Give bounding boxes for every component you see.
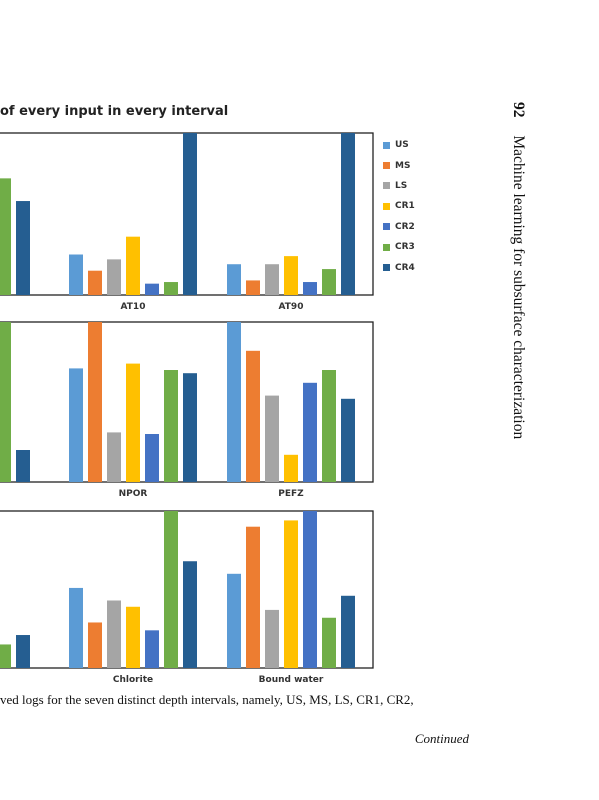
- bar-at10-ls: [107, 259, 121, 295]
- running-head: 92 Machine learning for subsurface chara…: [497, 102, 527, 482]
- bar-at10-cr3: [164, 282, 178, 295]
- bar-at90-ms: [246, 280, 260, 295]
- category-label: NPOR: [119, 489, 148, 499]
- legend-swatch: [383, 243, 390, 251]
- bar-bound-water-cr3: [322, 617, 336, 668]
- legend-item-ms: MS: [383, 155, 415, 175]
- bar-at10-cr1: [126, 236, 140, 295]
- bar-chlorite-cr4: [183, 561, 197, 668]
- bar-chlorite-cr1: [126, 606, 140, 668]
- bar-at90-ls: [265, 264, 279, 295]
- bar-chlorite-ms: [88, 622, 102, 668]
- category-label: Bound water: [259, 675, 324, 685]
- legend-item-ls: LS: [383, 176, 415, 196]
- bar-pefz-cr4: [341, 398, 355, 482]
- bar-npor-cr2: [145, 434, 159, 482]
- bar-npor-us: [69, 368, 83, 482]
- bar-group-cr4: [16, 450, 30, 482]
- bar-group-cr4: [16, 201, 30, 295]
- bar-pefz-cr1: [284, 454, 298, 482]
- book-title: Machine learning for subsurface characte…: [510, 135, 527, 440]
- bar-group-cr3: [0, 178, 11, 295]
- legend-swatch: [383, 141, 390, 149]
- bar-pefz-ls: [265, 395, 279, 482]
- bar-at90-cr3: [322, 269, 336, 295]
- legend-swatch: [383, 202, 390, 210]
- bar-npor-cr4: [183, 373, 197, 482]
- bar-bound-water-ms: [246, 526, 260, 668]
- legend-label: CR3: [395, 242, 415, 253]
- legend-item-cr4: CR4: [383, 257, 415, 277]
- legend-item-cr3: CR3: [383, 237, 415, 257]
- continued-label: Continued: [414, 731, 469, 746]
- chart-title: of every input in every interval: [0, 104, 229, 119]
- figure-caption: ved logs for the seven distinct depth in…: [0, 692, 414, 707]
- legend-item-us: US: [383, 135, 415, 155]
- bar-pefz-cr2: [303, 382, 317, 482]
- legend-label: MS: [395, 160, 411, 171]
- bar-group-cr3: [0, 322, 11, 482]
- bar-chlorite-ls: [107, 600, 121, 668]
- bar-npor-ms: [88, 322, 102, 482]
- category-label: AT90: [279, 302, 304, 312]
- legend-label: CR1: [395, 201, 415, 212]
- legend: US MS LS CR1 CR2 CR3 CR4: [383, 135, 415, 278]
- legend-item-cr1: CR1: [383, 196, 415, 216]
- bar-at10-cr4: [183, 133, 197, 295]
- bar-at90-cr4: [341, 133, 355, 295]
- legend-label: US: [395, 140, 409, 151]
- bar-bound-water-ls: [265, 609, 279, 668]
- legend-swatch: [383, 264, 390, 272]
- legend-label: CR4: [395, 262, 415, 273]
- bar-at10-cr2: [145, 283, 159, 295]
- bar-chlorite-cr2: [145, 630, 159, 668]
- bar-at10-ms: [88, 270, 102, 295]
- category-label: Chlorite: [113, 675, 153, 685]
- legend-swatch: [383, 162, 390, 170]
- bar-npor-cr1: [126, 363, 140, 482]
- category-label: PEFZ: [278, 489, 304, 499]
- bar-at90-us: [227, 264, 241, 295]
- category-label: AT10: [121, 302, 146, 312]
- page-number: 92: [510, 102, 527, 118]
- bar-bound-water-cr1: [284, 520, 298, 668]
- bar-pefz-ms: [246, 350, 260, 482]
- bar-npor-cr3: [164, 370, 178, 482]
- bar-at10-us: [69, 254, 83, 295]
- bar-chlorite-cr3: [164, 511, 178, 668]
- bar-pefz-cr3: [322, 370, 336, 482]
- bar-group-cr4: [16, 635, 30, 668]
- bar-npor-ls: [107, 432, 121, 482]
- legend-swatch: [383, 182, 390, 190]
- bar-group-cr3: [0, 644, 11, 668]
- bar-bound-water-cr4: [341, 595, 355, 668]
- legend-item-cr2: CR2: [383, 217, 415, 237]
- bar-at90-cr2: [303, 282, 317, 295]
- legend-label: CR2: [395, 221, 415, 232]
- bar-bound-water-us: [227, 573, 241, 668]
- bar-bound-water-cr2: [303, 511, 317, 668]
- legend-swatch: [383, 223, 390, 231]
- bar-chlorite-us: [69, 587, 83, 668]
- bar-pefz-us: [227, 322, 241, 482]
- legend-label: LS: [395, 180, 408, 191]
- bar-at90-cr1: [284, 256, 298, 295]
